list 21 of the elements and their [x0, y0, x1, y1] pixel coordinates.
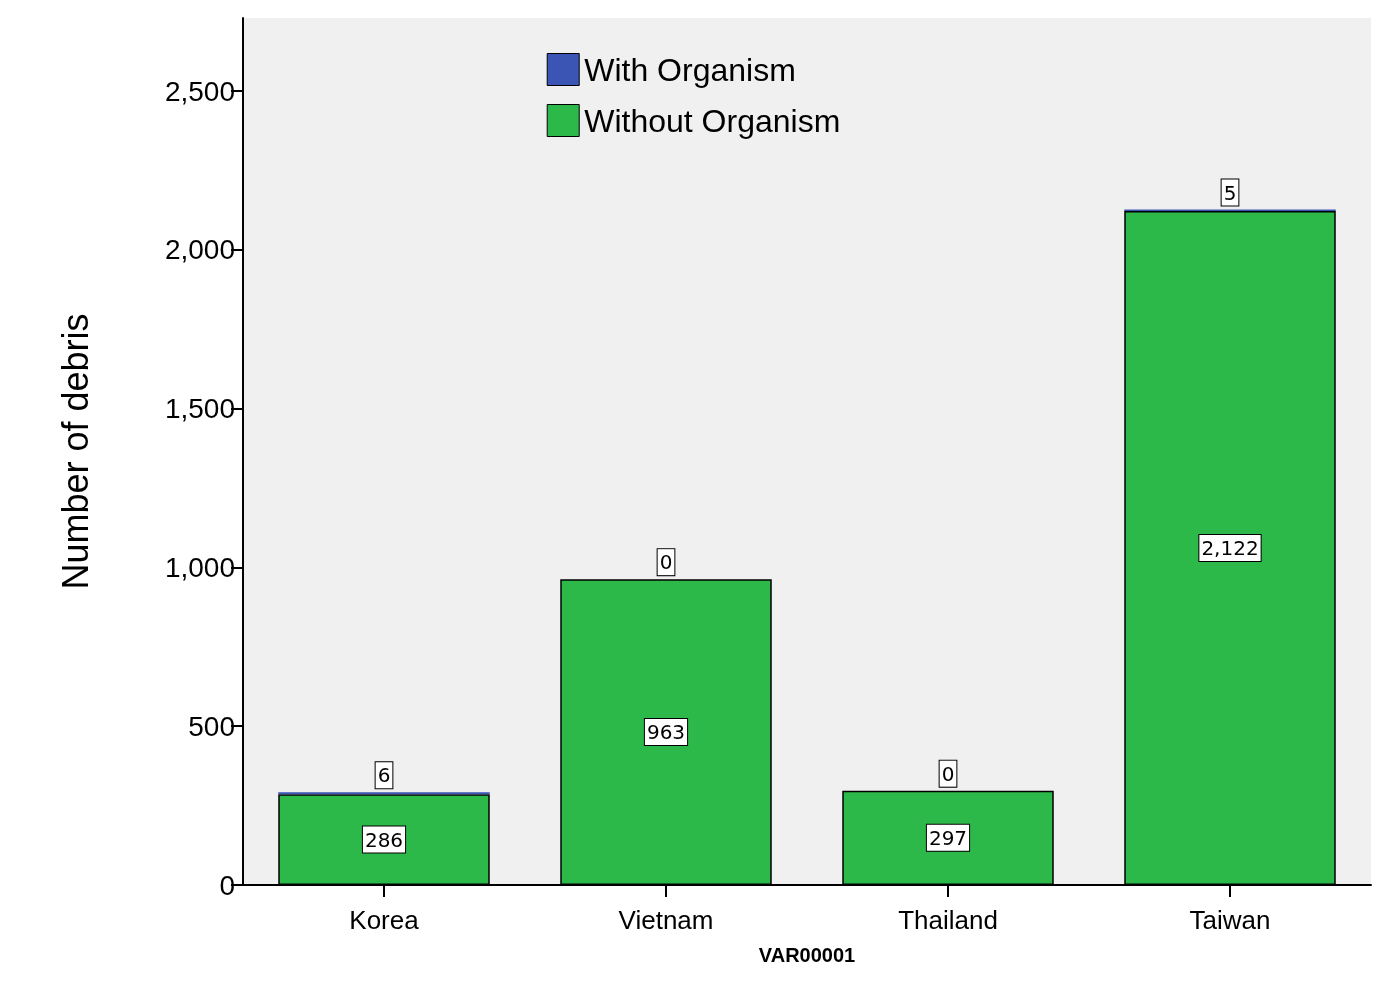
data-label: 963	[646, 720, 686, 745]
x-tick-label: Taiwan	[1189, 905, 1271, 935]
y-axis-title: Number of debris	[54, 313, 96, 590]
x-axis-title: VAR00001	[758, 944, 856, 966]
y-tick-label: 1,000	[164, 551, 235, 583]
data-label: 0	[941, 761, 955, 786]
data-label: 6	[377, 763, 391, 788]
legend-label: Without Organism	[584, 102, 841, 139]
x-tick-label: Korea	[349, 905, 420, 935]
data-label: 297	[928, 825, 968, 850]
data-label: 286	[364, 827, 404, 852]
legend-label: With Organism	[584, 51, 796, 88]
y-tick-label: 500	[188, 710, 235, 742]
y-tick-label: 2,000	[164, 234, 235, 266]
data-label: 2,122	[1201, 536, 1259, 561]
data-label: 5	[1223, 180, 1237, 205]
y-tick-label: 1,500	[164, 393, 235, 425]
y-tick-label: 2,500	[164, 75, 235, 107]
data-label: 0	[659, 550, 673, 575]
x-tick-label: Thailand	[898, 905, 998, 935]
x-tick-label: Vietnam	[618, 905, 714, 935]
